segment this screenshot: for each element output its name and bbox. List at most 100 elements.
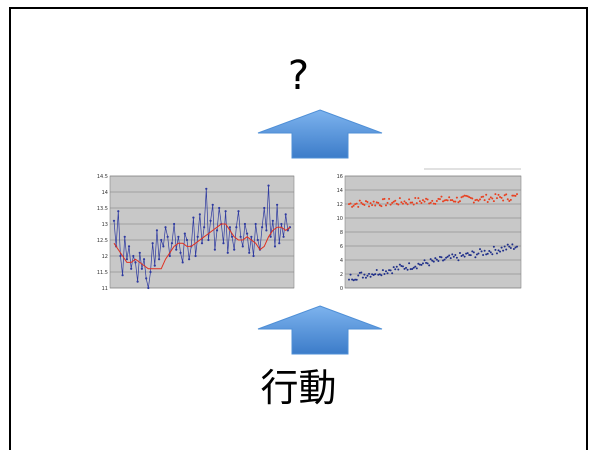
scatter-point bbox=[375, 201, 378, 204]
scatter-point bbox=[421, 262, 424, 265]
data-point bbox=[273, 245, 277, 248]
scatter-point bbox=[355, 202, 358, 205]
scatter-point bbox=[457, 201, 460, 204]
scatter-point bbox=[386, 272, 389, 275]
scatter-point bbox=[435, 258, 438, 261]
scatter-point bbox=[383, 273, 386, 276]
scatter-point bbox=[437, 197, 440, 200]
data-point bbox=[269, 235, 272, 238]
scatter-point bbox=[508, 199, 511, 202]
data-point bbox=[121, 274, 124, 277]
scatter-point bbox=[488, 249, 491, 252]
up-arrow-bottom-icon bbox=[257, 305, 383, 355]
scatter-point bbox=[435, 200, 438, 203]
scatter-point bbox=[358, 271, 361, 274]
scatter-point bbox=[500, 246, 503, 249]
data-point bbox=[245, 232, 249, 235]
scatter-point bbox=[434, 257, 437, 260]
data-point bbox=[151, 242, 154, 245]
y-tick-label: 16 bbox=[337, 174, 343, 180]
scatter-point bbox=[363, 273, 366, 276]
scatter-point bbox=[477, 199, 480, 202]
scatter-point bbox=[364, 200, 367, 203]
data-point bbox=[280, 222, 283, 226]
scatter-point bbox=[368, 205, 371, 208]
y-tick-label: 13.5 bbox=[97, 206, 108, 212]
data-point bbox=[153, 264, 156, 267]
scatter-point bbox=[497, 193, 500, 196]
scatter-point bbox=[355, 278, 358, 281]
data-point bbox=[271, 219, 274, 222]
data-point bbox=[226, 251, 229, 254]
data-point bbox=[215, 229, 219, 232]
data-point bbox=[155, 229, 159, 232]
data-point bbox=[125, 258, 128, 261]
data-point bbox=[260, 226, 264, 229]
scatter-point bbox=[465, 252, 468, 255]
data-point bbox=[196, 235, 199, 238]
scatter-point bbox=[361, 203, 364, 206]
series-line-1 bbox=[113, 223, 291, 270]
scatter-point bbox=[480, 196, 483, 199]
scatter-point bbox=[463, 194, 466, 197]
scatter-point bbox=[483, 249, 486, 252]
scatter-point bbox=[438, 255, 441, 258]
data-point bbox=[248, 251, 251, 254]
scatter-point bbox=[477, 252, 480, 255]
scatter-point bbox=[449, 199, 452, 202]
scatter-point bbox=[492, 245, 495, 248]
scatter-point bbox=[378, 204, 381, 207]
scatter-point bbox=[357, 205, 360, 208]
data-point bbox=[166, 235, 169, 238]
data-point bbox=[185, 238, 189, 242]
scatter-point bbox=[405, 266, 408, 269]
scatter-point bbox=[418, 200, 421, 203]
scatter-point bbox=[516, 193, 518, 196]
scatter-point bbox=[508, 245, 511, 248]
scatter-point bbox=[409, 201, 412, 204]
y-tick-label: 14 bbox=[102, 190, 108, 196]
scatter-point bbox=[445, 256, 448, 259]
data-point bbox=[243, 222, 247, 226]
scatter-point bbox=[486, 252, 489, 255]
scatter-point bbox=[358, 199, 361, 202]
scatter-point bbox=[440, 195, 443, 198]
scatter-point bbox=[489, 196, 492, 199]
scatter-point bbox=[415, 202, 418, 205]
scatter-point bbox=[469, 196, 472, 199]
scatter-point bbox=[348, 203, 350, 206]
data-point bbox=[241, 245, 244, 248]
scatter-point bbox=[378, 273, 381, 276]
scatter-point bbox=[505, 248, 508, 251]
scatter-point bbox=[466, 252, 469, 255]
scatter-point bbox=[412, 203, 415, 206]
data-point bbox=[233, 248, 236, 251]
scatter-point bbox=[448, 196, 451, 199]
scatter-point bbox=[432, 202, 435, 205]
data-point bbox=[198, 213, 201, 216]
scatter-point bbox=[499, 196, 502, 199]
y-tick-label: 11.5 bbox=[97, 270, 108, 276]
scatter-point bbox=[414, 265, 417, 268]
scatter-point bbox=[485, 193, 488, 196]
scatter-point bbox=[429, 258, 432, 261]
data-point bbox=[213, 248, 216, 251]
scatter-point bbox=[374, 273, 377, 276]
scatter-point bbox=[469, 254, 472, 257]
data-point bbox=[265, 229, 268, 232]
data-point bbox=[172, 222, 176, 226]
scatter-point bbox=[368, 272, 371, 275]
scatter-point bbox=[443, 258, 446, 261]
y-tick-label: 8 bbox=[340, 230, 343, 236]
y-tick-label: 4 bbox=[340, 258, 343, 264]
data-point bbox=[209, 219, 212, 222]
data-point bbox=[250, 235, 253, 238]
scatter-point bbox=[489, 251, 492, 254]
y-tick-label: 12 bbox=[102, 254, 108, 260]
data-point bbox=[194, 254, 197, 258]
y-tick-label: 12 bbox=[337, 202, 343, 208]
scatter-point bbox=[408, 198, 411, 201]
data-point bbox=[168, 254, 171, 258]
up-arrow-top-icon bbox=[257, 109, 383, 159]
scatter-point bbox=[392, 200, 395, 203]
